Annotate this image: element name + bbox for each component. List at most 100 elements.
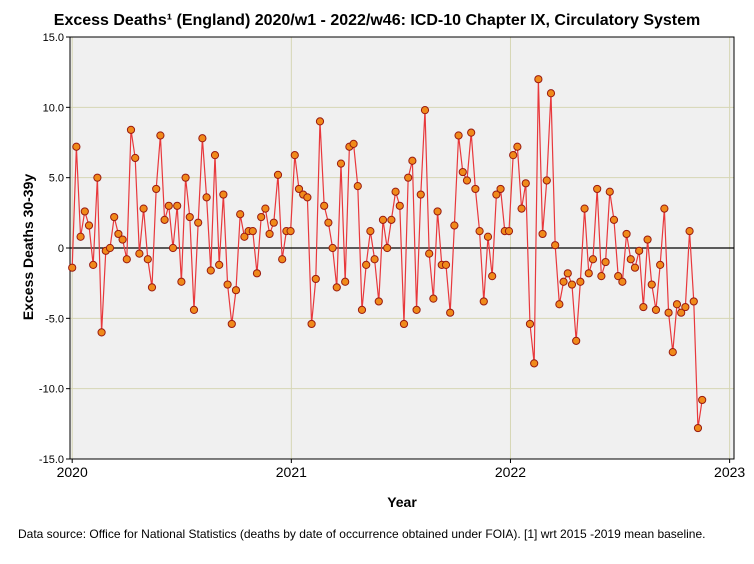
y-tick-label: -5.0	[45, 313, 64, 325]
y-tick-label: 15.0	[43, 32, 64, 44]
y-tick-label: -10.0	[39, 384, 64, 396]
data-point	[122, 255, 131, 264]
data-point	[135, 249, 144, 258]
data-point	[353, 182, 362, 191]
data-point	[315, 117, 325, 126]
data-point	[72, 142, 81, 151]
data-point	[622, 229, 631, 239]
data-point	[693, 423, 703, 433]
data-point	[84, 221, 94, 230]
y-tick-label: 0	[58, 243, 64, 255]
data-point	[546, 89, 556, 98]
data-point	[273, 170, 283, 179]
data-point	[664, 308, 673, 317]
data-point	[555, 300, 564, 309]
data-point	[441, 260, 451, 269]
x-tick-label: 2023	[714, 464, 745, 480]
data-point	[429, 294, 438, 303]
data-point	[492, 190, 501, 199]
x-tick-label: 2022	[495, 464, 526, 480]
data-point	[290, 151, 299, 160]
data-point	[677, 308, 686, 317]
data-point	[567, 280, 577, 289]
data-point	[509, 151, 518, 160]
data-point	[609, 215, 619, 224]
data-point	[433, 207, 442, 216]
data-point	[383, 243, 392, 253]
data-point	[168, 243, 178, 253]
data-point	[454, 131, 463, 140]
data-point	[248, 227, 257, 236]
data-point	[156, 131, 165, 140]
footnote: Data source: Office for National Statist…	[18, 527, 706, 541]
data-point	[542, 176, 551, 185]
data-point	[446, 308, 455, 317]
data-point	[471, 184, 480, 194]
data-point	[425, 249, 434, 258]
data-point	[404, 173, 413, 182]
data-point	[483, 232, 493, 241]
data-point	[210, 151, 220, 160]
data-point	[286, 227, 295, 236]
data-point	[68, 263, 77, 272]
data-point	[391, 187, 400, 196]
data-point	[643, 235, 652, 244]
data-point	[97, 328, 106, 337]
data-point	[126, 125, 136, 134]
data-point	[521, 179, 530, 188]
data-point	[534, 75, 543, 84]
data-point	[114, 229, 123, 239]
data-point	[118, 235, 127, 244]
data-point	[601, 257, 610, 267]
data-point	[685, 227, 694, 236]
data-point	[160, 215, 169, 224]
data-point	[139, 204, 148, 213]
data-point	[311, 274, 320, 284]
data-point	[698, 395, 707, 405]
data-point	[236, 210, 245, 219]
data-point	[689, 297, 698, 306]
data-point	[362, 260, 371, 269]
data-point	[656, 260, 665, 269]
x-tick-label: 2020	[57, 464, 88, 480]
data-point	[261, 204, 270, 213]
data-point	[584, 269, 593, 278]
data-point	[635, 246, 644, 255]
data-point	[341, 277, 350, 286]
data-point	[517, 204, 526, 213]
x-axis-label: Year	[387, 494, 417, 510]
data-point	[370, 255, 379, 264]
data-point	[672, 300, 682, 309]
y-tick-label: 10.0	[43, 102, 64, 114]
data-point	[576, 277, 585, 286]
data-point	[257, 212, 266, 222]
chart-title: Excess Deaths¹ (England) 2020/w1 - 2022/…	[53, 12, 701, 29]
data-point	[496, 184, 505, 194]
data-point	[89, 260, 98, 269]
data-point	[152, 184, 161, 194]
data-point	[80, 207, 89, 216]
data-point	[668, 347, 677, 357]
data-point	[605, 187, 614, 196]
data-point	[143, 255, 152, 264]
data-point	[387, 215, 396, 224]
data-point	[294, 184, 304, 194]
data-point	[231, 286, 241, 295]
data-point	[588, 255, 598, 264]
data-point	[626, 255, 635, 264]
data-point	[538, 229, 547, 239]
data-point	[420, 106, 430, 115]
data-point	[215, 260, 224, 269]
data-point	[572, 336, 581, 345]
data-point	[551, 241, 560, 250]
data-point	[227, 319, 236, 329]
data-point	[597, 272, 606, 281]
data-point	[525, 319, 535, 329]
data-point	[206, 266, 215, 275]
y-tick-label: -15.0	[39, 454, 64, 466]
data-point	[269, 218, 278, 227]
data-point	[252, 269, 262, 278]
data-point	[462, 176, 472, 185]
data-point	[76, 232, 85, 241]
